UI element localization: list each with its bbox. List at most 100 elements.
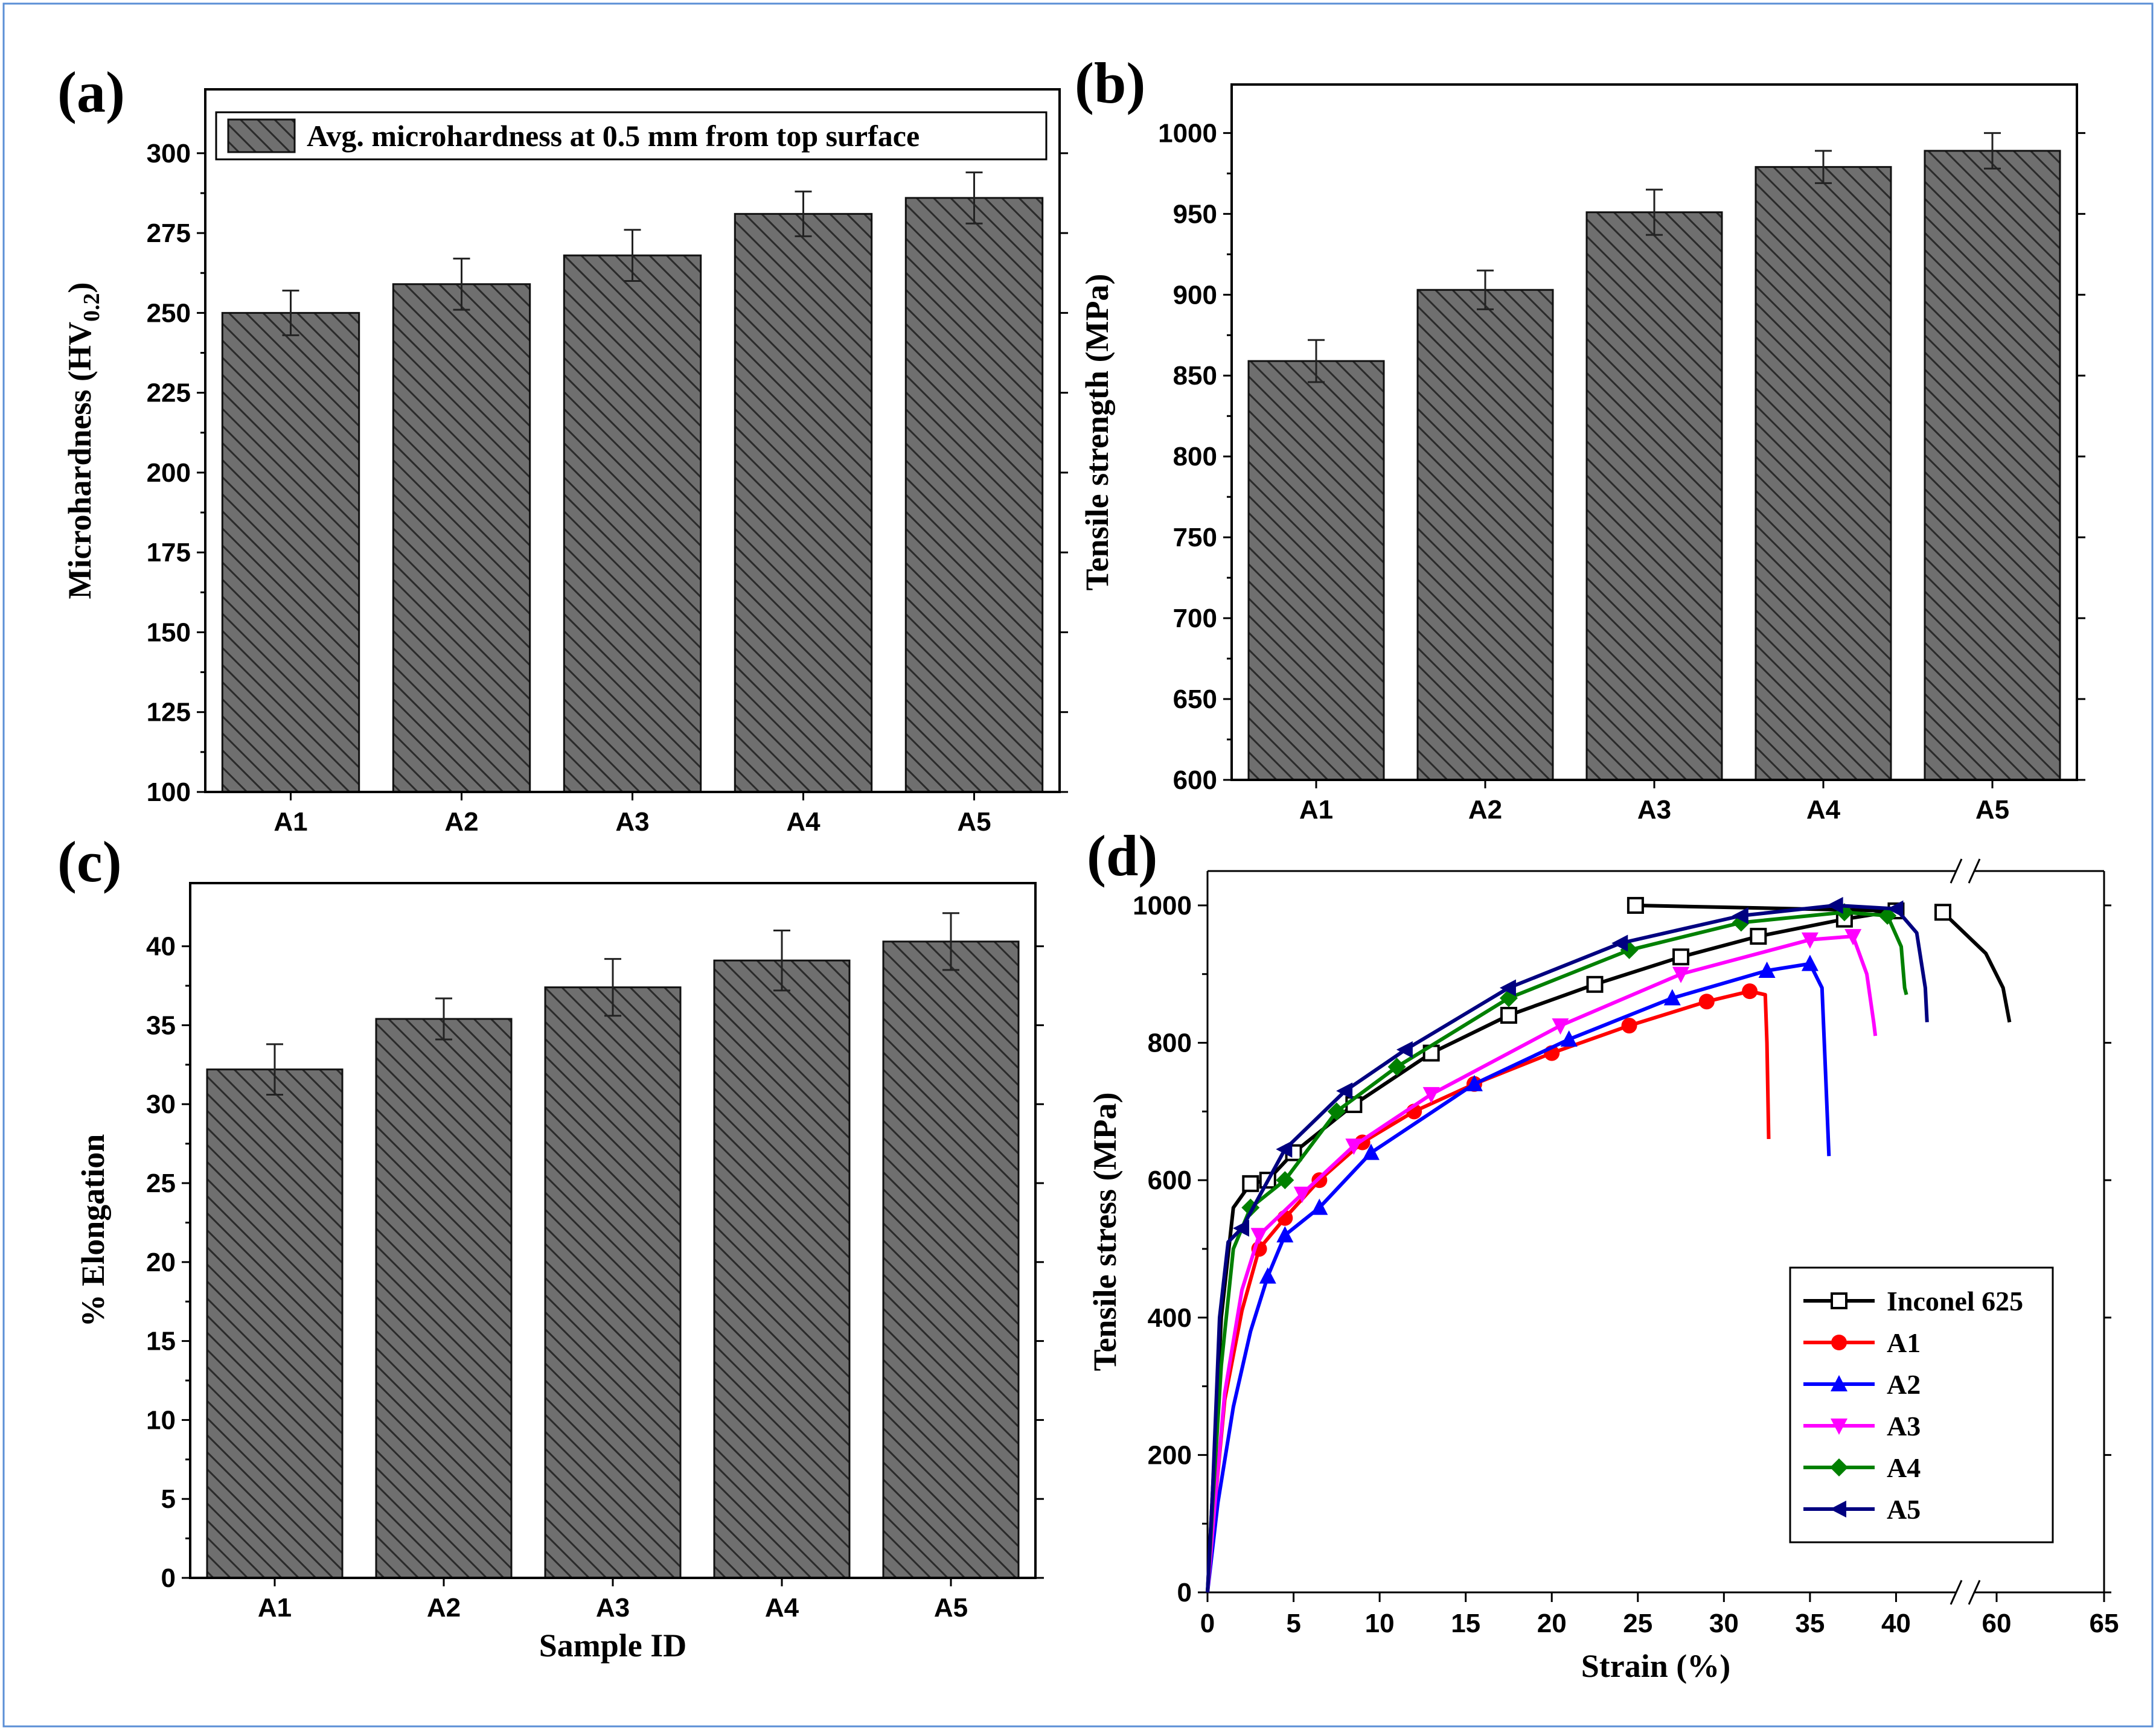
x-tick-label: A1 bbox=[273, 807, 307, 837]
data-point-A5 bbox=[1276, 1140, 1293, 1158]
x-tick-label: A2 bbox=[1468, 795, 1502, 825]
legend-box bbox=[1789, 1266, 2054, 1543]
data-point-A1 bbox=[1698, 994, 1715, 1010]
x-tick-label: A3 bbox=[596, 1593, 630, 1623]
error-bar-A2 bbox=[1477, 269, 1494, 310]
y-tick-label: 900 bbox=[1173, 280, 1217, 310]
y-tick-label: 1000 bbox=[1133, 891, 1192, 921]
axis-break-mark bbox=[1968, 1580, 1981, 1605]
data-point-A2 bbox=[1560, 1030, 1578, 1047]
x-tick-label: 25 bbox=[1623, 1609, 1652, 1638]
error-bar-A4 bbox=[1815, 150, 1832, 184]
bar-A4 bbox=[1755, 166, 1892, 781]
y-tick-label: 850 bbox=[1173, 361, 1217, 391]
error-bar-A4 bbox=[773, 929, 790, 992]
data-point-A3 bbox=[1293, 1186, 1311, 1203]
panel-a: (a) A1 A2 A3 A4 A5 100 125 150 175 200 225 250 275 300… bbox=[57, 60, 1068, 837]
y-tick-label: 10 bbox=[146, 1405, 176, 1435]
y-tick-label: 125 bbox=[147, 698, 191, 727]
y-tick-label: 15 bbox=[146, 1327, 176, 1356]
y-tick-label: 250 bbox=[147, 298, 191, 328]
bar-A1 bbox=[221, 311, 360, 793]
y-tick-label: 800 bbox=[1148, 1029, 1192, 1058]
y-tick-label: 30 bbox=[146, 1090, 176, 1119]
bar-A2 bbox=[1416, 289, 1554, 781]
legend-marker-A3 bbox=[1831, 1419, 1847, 1435]
x-tick-label: A5 bbox=[934, 1593, 968, 1623]
y-tick-label: 1000 bbox=[1158, 118, 1217, 148]
y-tick-label: 200 bbox=[1148, 1440, 1192, 1470]
plot-area bbox=[189, 882, 1037, 1579]
x-tick-label: 65 bbox=[2090, 1609, 2119, 1638]
data-point-A2 bbox=[1758, 962, 1776, 978]
series-line-A5 bbox=[1206, 903, 1929, 1593]
y-tick-label: 950 bbox=[1173, 199, 1217, 229]
x-tick-label: 35 bbox=[1795, 1609, 1825, 1638]
axis-break-mark bbox=[1950, 1580, 1963, 1605]
y-axis-label: Tensile stress (MPa) bbox=[1087, 1093, 1123, 1371]
x-tick-label: A3 bbox=[615, 807, 649, 837]
error-bar-A1 bbox=[266, 1043, 283, 1096]
y-tick-label: 0 bbox=[1177, 1578, 1192, 1607]
y-tick-label: 175 bbox=[147, 538, 191, 567]
data-point-A1 bbox=[1742, 983, 1758, 1000]
axis-break-mark bbox=[1968, 858, 1981, 884]
series-line-A2 bbox=[1206, 962, 1831, 1593]
bar-A2 bbox=[392, 283, 531, 793]
error-bar-A5 bbox=[1984, 132, 2001, 170]
legend-marker-A5 bbox=[1830, 1501, 1846, 1518]
bar-A2 bbox=[375, 1018, 513, 1579]
x-tick-label: 0 bbox=[1200, 1609, 1215, 1638]
error-bar-A2 bbox=[453, 257, 470, 311]
data-point-A4 bbox=[1327, 1102, 1346, 1121]
y-tick-label: 650 bbox=[1173, 685, 1217, 714]
data-point-A5 bbox=[1826, 896, 1843, 914]
legend-label-inconel: Inconel 625 bbox=[1887, 1286, 2023, 1317]
y-tick-label: 100 bbox=[147, 777, 191, 807]
y-tick-label: 600 bbox=[1148, 1166, 1192, 1195]
x-tick-label: A4 bbox=[1806, 795, 1841, 825]
legend-marker-inconel bbox=[1831, 1292, 1847, 1309]
bar-A4 bbox=[713, 959, 851, 1579]
data-point-A5 bbox=[1336, 1082, 1353, 1100]
axis-break-mark bbox=[1950, 858, 1963, 884]
y-tick-label: 35 bbox=[146, 1010, 176, 1040]
y-axis-label: % Elongation bbox=[75, 1134, 111, 1327]
x-tick-label: A3 bbox=[1637, 795, 1671, 825]
y-tick-label: 40 bbox=[146, 932, 176, 962]
data-point-inconel bbox=[1500, 1007, 1517, 1024]
data-point-A3 bbox=[1345, 1138, 1363, 1155]
bar-A5 bbox=[1924, 150, 2061, 781]
legend-label-A3: A3 bbox=[1887, 1411, 1921, 1441]
x-tick-label: A5 bbox=[1975, 795, 2009, 825]
data-point-A1 bbox=[1621, 1018, 1637, 1034]
x-tick-label: A5 bbox=[957, 807, 991, 837]
data-point-inconel bbox=[1750, 928, 1767, 945]
series-line-A1 bbox=[1206, 989, 1771, 1593]
data-point-A4 bbox=[1387, 1058, 1406, 1076]
legend-label-A1: A1 bbox=[1887, 1327, 1921, 1358]
y-axis-label: Microhardness (HV0.2) bbox=[62, 282, 104, 599]
data-point-A5 bbox=[1611, 934, 1628, 952]
y-axis-label: Tensile strength (MPa) bbox=[1079, 274, 1115, 591]
error-bar-A3 bbox=[624, 229, 641, 282]
y-tick-label: 5 bbox=[161, 1484, 176, 1514]
y-tick-label: 700 bbox=[1173, 604, 1217, 633]
bar-A3 bbox=[563, 254, 702, 793]
panel-label: (b) bbox=[1075, 51, 1145, 115]
legend-marker-A4 bbox=[1830, 1458, 1848, 1476]
data-point-inconel bbox=[1672, 948, 1690, 966]
data-point-A2 bbox=[1801, 954, 1819, 971]
bar-A4 bbox=[734, 212, 873, 793]
x-tick-label: A4 bbox=[786, 807, 820, 837]
x-axis-label: Sample ID bbox=[539, 1627, 687, 1664]
x-tick-label: A1 bbox=[258, 1593, 292, 1623]
x-axis-label: Strain (%) bbox=[1581, 1648, 1730, 1684]
bar-A5 bbox=[904, 197, 1044, 793]
panel-c: (c) A1 A2 A3 A4 A5 0 5 10 15 20 25 30 35 40 % Elongatio… bbox=[57, 829, 1044, 1664]
y-tick-label: 750 bbox=[1173, 523, 1217, 552]
data-point-A3 bbox=[1250, 1228, 1268, 1245]
error-bar-A1 bbox=[282, 289, 299, 336]
panel-d: (d) 0 200 400 600 800 1000 0 5 10 15 20 25 30 35 40 60 65… bbox=[1087, 823, 2119, 1684]
